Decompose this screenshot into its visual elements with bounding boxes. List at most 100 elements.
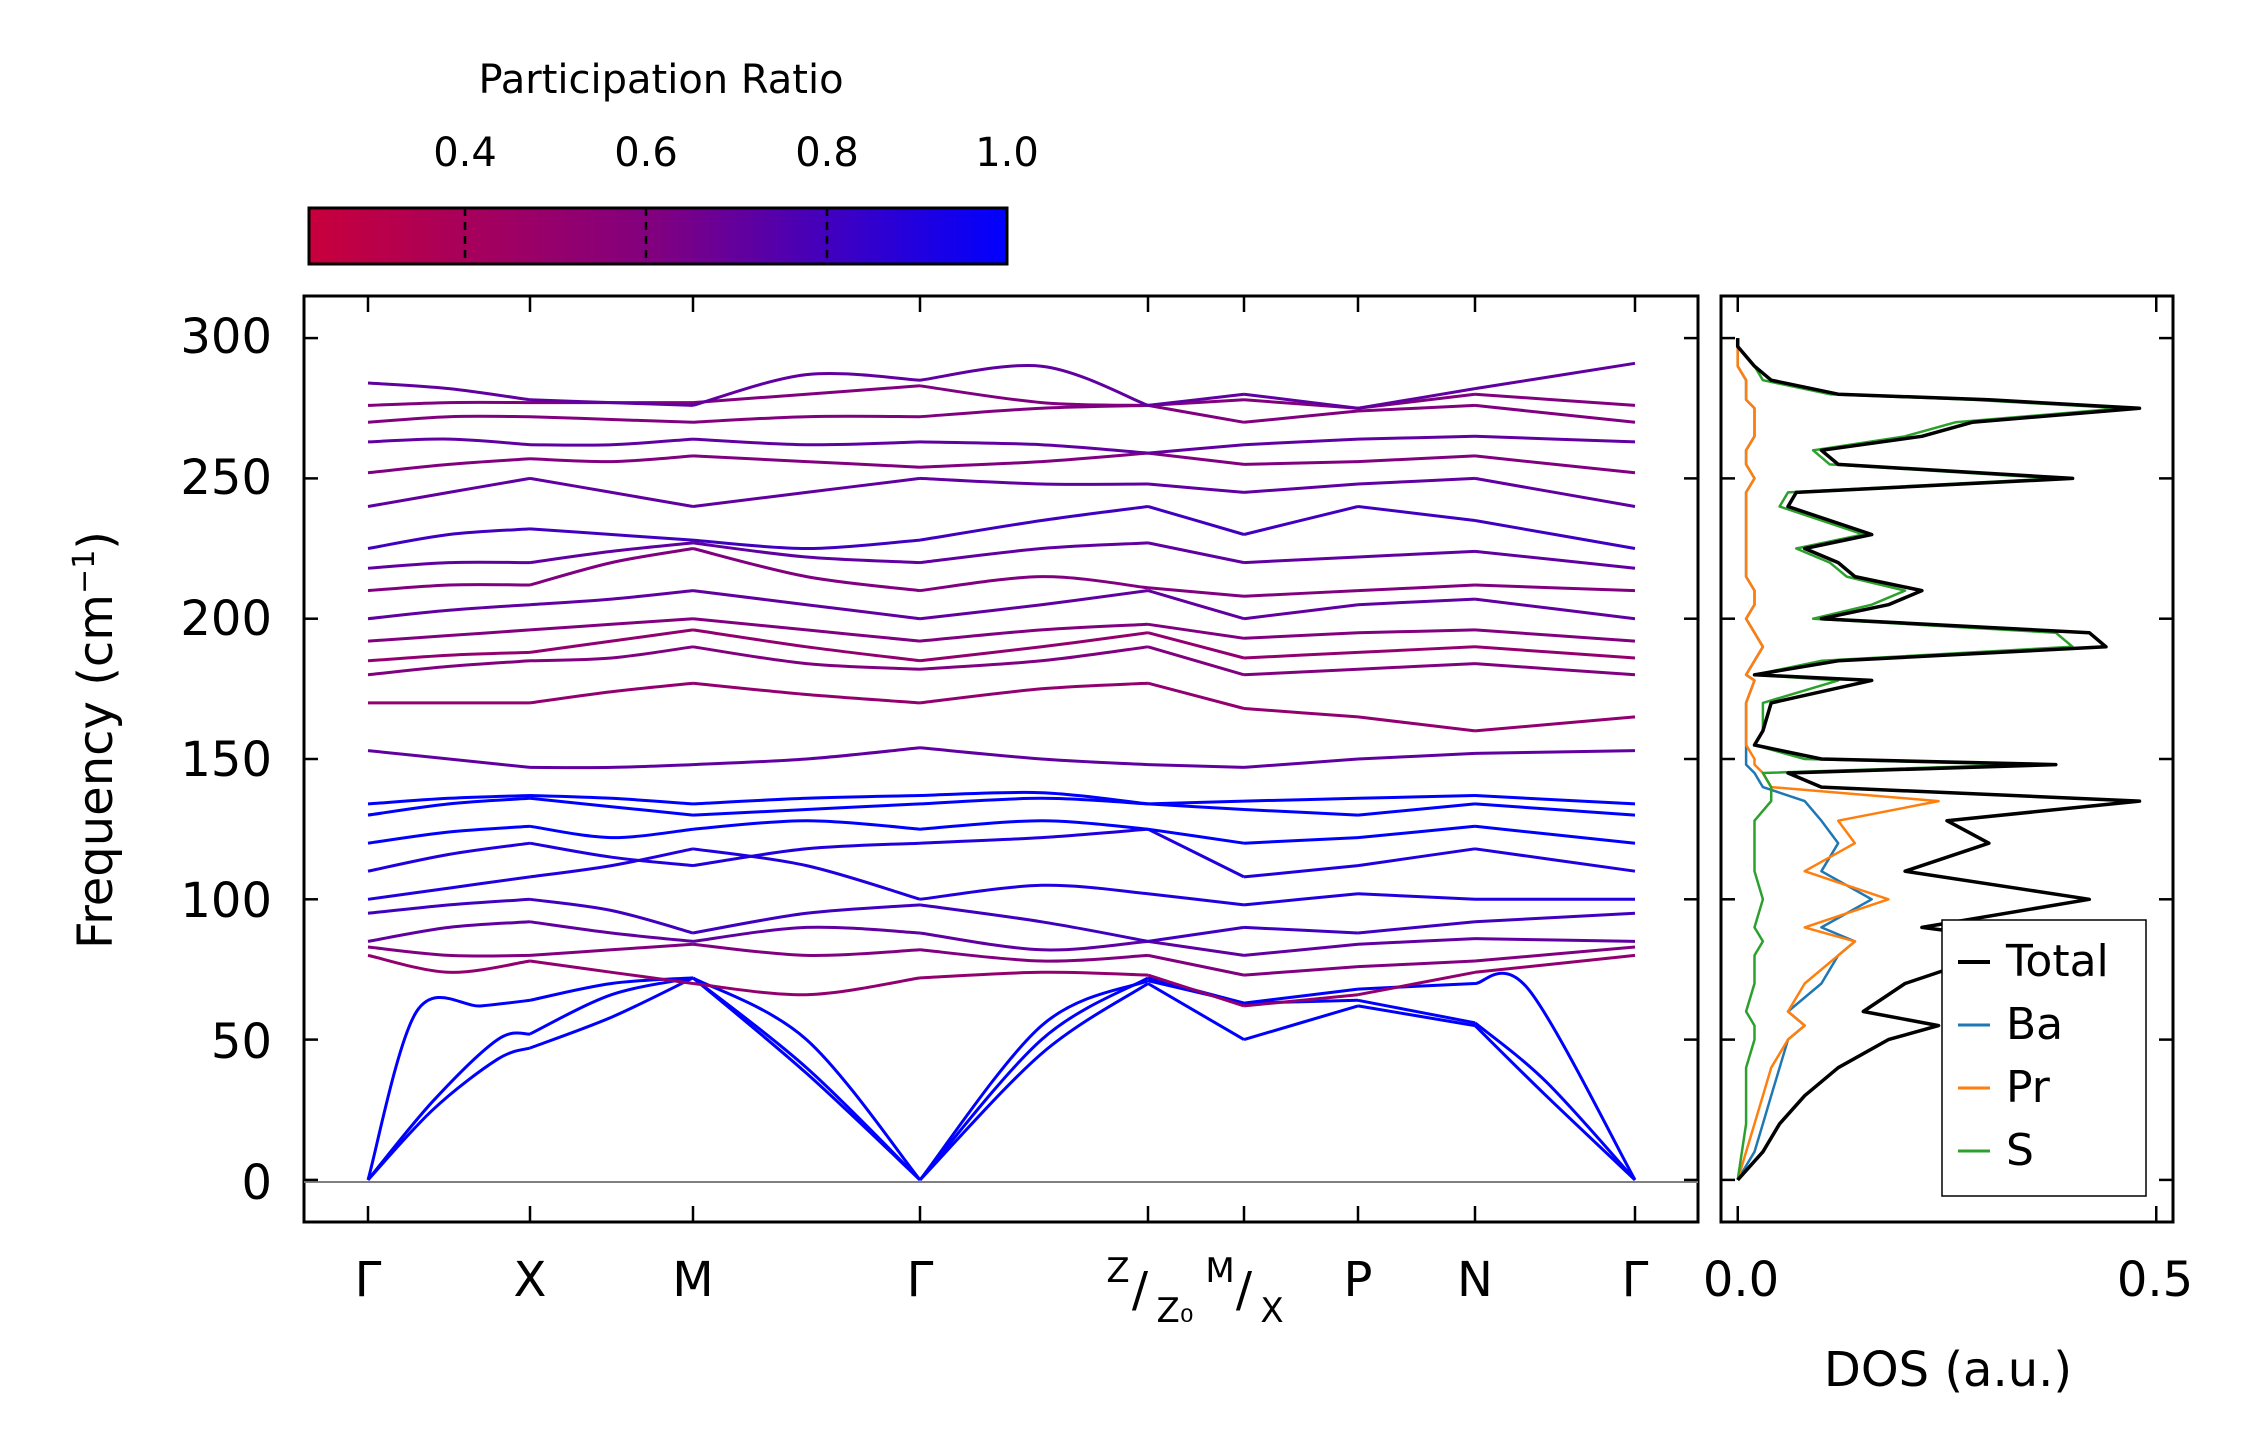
dos-x-tick-labels: 0.0 0.5	[1703, 1252, 2193, 1308]
phonon-branch	[1147, 799, 1245, 806]
phonon-branch	[529, 847, 694, 879]
phonon-branch	[1474, 403, 1636, 424]
phonon-branch	[1474, 749, 1636, 755]
legend: Total Ba Pr S	[1941, 919, 2147, 1197]
phonon-branch	[366, 1046, 531, 1181]
colorbar-ticks	[463, 208, 829, 264]
phonon-branch	[1243, 796, 1359, 803]
phonon-branch	[919, 931, 1149, 952]
phonon-branch	[367, 824, 531, 845]
phonon-branch	[919, 403, 1149, 419]
phonon-branch	[692, 802, 921, 817]
phonon-branch	[529, 415, 694, 424]
legend-label: Pr	[2006, 1062, 2051, 1113]
phonon-branch	[529, 959, 694, 985]
q-label-m: M	[1205, 1251, 1234, 1291]
phonon-branch	[1243, 707, 1359, 719]
phonon-branch	[367, 796, 531, 817]
dos-x-axis-label: DOS (a.u.)	[1824, 1342, 2072, 1398]
phonon-branch	[692, 541, 921, 565]
phonon-branch	[1243, 757, 1359, 769]
phonon-branch	[1147, 451, 1245, 466]
phonon-branch	[529, 841, 694, 868]
phonon-branch	[1243, 392, 1359, 410]
band-lines	[366, 361, 1637, 1181]
phonon-branch	[1357, 549, 1476, 559]
phonon-branch	[1357, 959, 1476, 969]
phonon-branch	[366, 1031, 531, 1181]
phonon-branch	[529, 628, 694, 654]
phonon-branch	[1243, 808, 1359, 817]
phonon-branch	[1357, 794, 1476, 800]
q-label-x: X	[1260, 1291, 1283, 1331]
phonon-branch	[367, 841, 531, 873]
y-axis-label: Frequency (cm−1)	[67, 531, 124, 949]
phonon-branch	[529, 794, 694, 806]
colorbar-tick-label: 0.8	[795, 130, 859, 176]
colorbar-tick-label: 0.4	[433, 130, 497, 176]
colorbar-tick-label: 1.0	[975, 130, 1039, 176]
phonon-branch	[692, 384, 921, 405]
phonon-branch	[1357, 645, 1476, 654]
phonon-branch	[1243, 650, 1359, 660]
phonon-branch	[692, 847, 921, 901]
phonon-branch	[1243, 505, 1359, 536]
phonon-branch	[1474, 583, 1636, 593]
phonon-branch	[1243, 589, 1359, 598]
phonon-branch	[692, 976, 921, 997]
phonon-branch	[692, 645, 921, 671]
phonon-branch	[529, 796, 694, 817]
phonon-branch	[1147, 392, 1245, 407]
phonon-branch	[1243, 667, 1359, 677]
legend-label: S	[2006, 1125, 2034, 1176]
q-label-slash: /	[1236, 1262, 1253, 1318]
phonon-branch	[1474, 662, 1636, 677]
phonon-branch	[1474, 392, 1636, 407]
phonon-branch	[692, 589, 921, 621]
phonon-branch	[1357, 387, 1476, 410]
phonon-branch	[692, 538, 921, 551]
phonon-branch	[1147, 681, 1245, 710]
phonon-branch	[1147, 763, 1245, 769]
phonon-branch	[1474, 454, 1636, 475]
phonon-branch	[1147, 586, 1245, 598]
phonon-branch	[367, 920, 531, 943]
phonon-branch	[1147, 925, 1245, 943]
phonon-branch	[919, 631, 1149, 663]
phonon-branch	[919, 903, 1149, 943]
phonon-branch	[529, 976, 694, 1036]
colorbar-tick-label: 0.6	[614, 130, 678, 176]
phonon-branch	[367, 437, 531, 447]
y-tick-label: 150	[180, 732, 272, 788]
phonon-branch	[1474, 945, 1636, 963]
phonon-branch	[529, 824, 694, 840]
phonon-branch	[1243, 437, 1359, 447]
phonon-branch	[1243, 1004, 1359, 1042]
phonon-branch	[367, 650, 531, 663]
phonon-branch	[367, 628, 531, 643]
phonon-branch	[1147, 482, 1245, 494]
phonon-branch	[1357, 403, 1476, 413]
phonon-branch	[1474, 549, 1636, 570]
q-label-z: Z	[1106, 1251, 1129, 1291]
phonon-branch	[1357, 847, 1476, 868]
phonon-branch	[1243, 555, 1359, 565]
q-label-gamma: Γ	[907, 1252, 934, 1308]
phonon-branch	[919, 575, 1149, 593]
dos-lines	[1735, 338, 2142, 1182]
dos-x-tick-label: 0.0	[1703, 1252, 1779, 1308]
dos-ticks	[1721, 296, 2173, 1222]
y-tick-label: 200	[180, 591, 272, 647]
dos-series-pr	[1736, 338, 1940, 1181]
phonon-branch	[1147, 827, 1245, 845]
phonon-branch	[692, 819, 921, 831]
phonon-branch	[919, 451, 1149, 469]
phonon-branch	[1147, 589, 1245, 621]
phonon-branch	[367, 527, 531, 550]
phonon-branch	[529, 617, 694, 632]
phonon-branch	[367, 749, 531, 769]
phonon-branch	[1357, 920, 1476, 935]
phonon-branch	[1474, 434, 1636, 444]
dos-series-total	[1735, 338, 2142, 1182]
phonon-branch	[919, 819, 1149, 831]
